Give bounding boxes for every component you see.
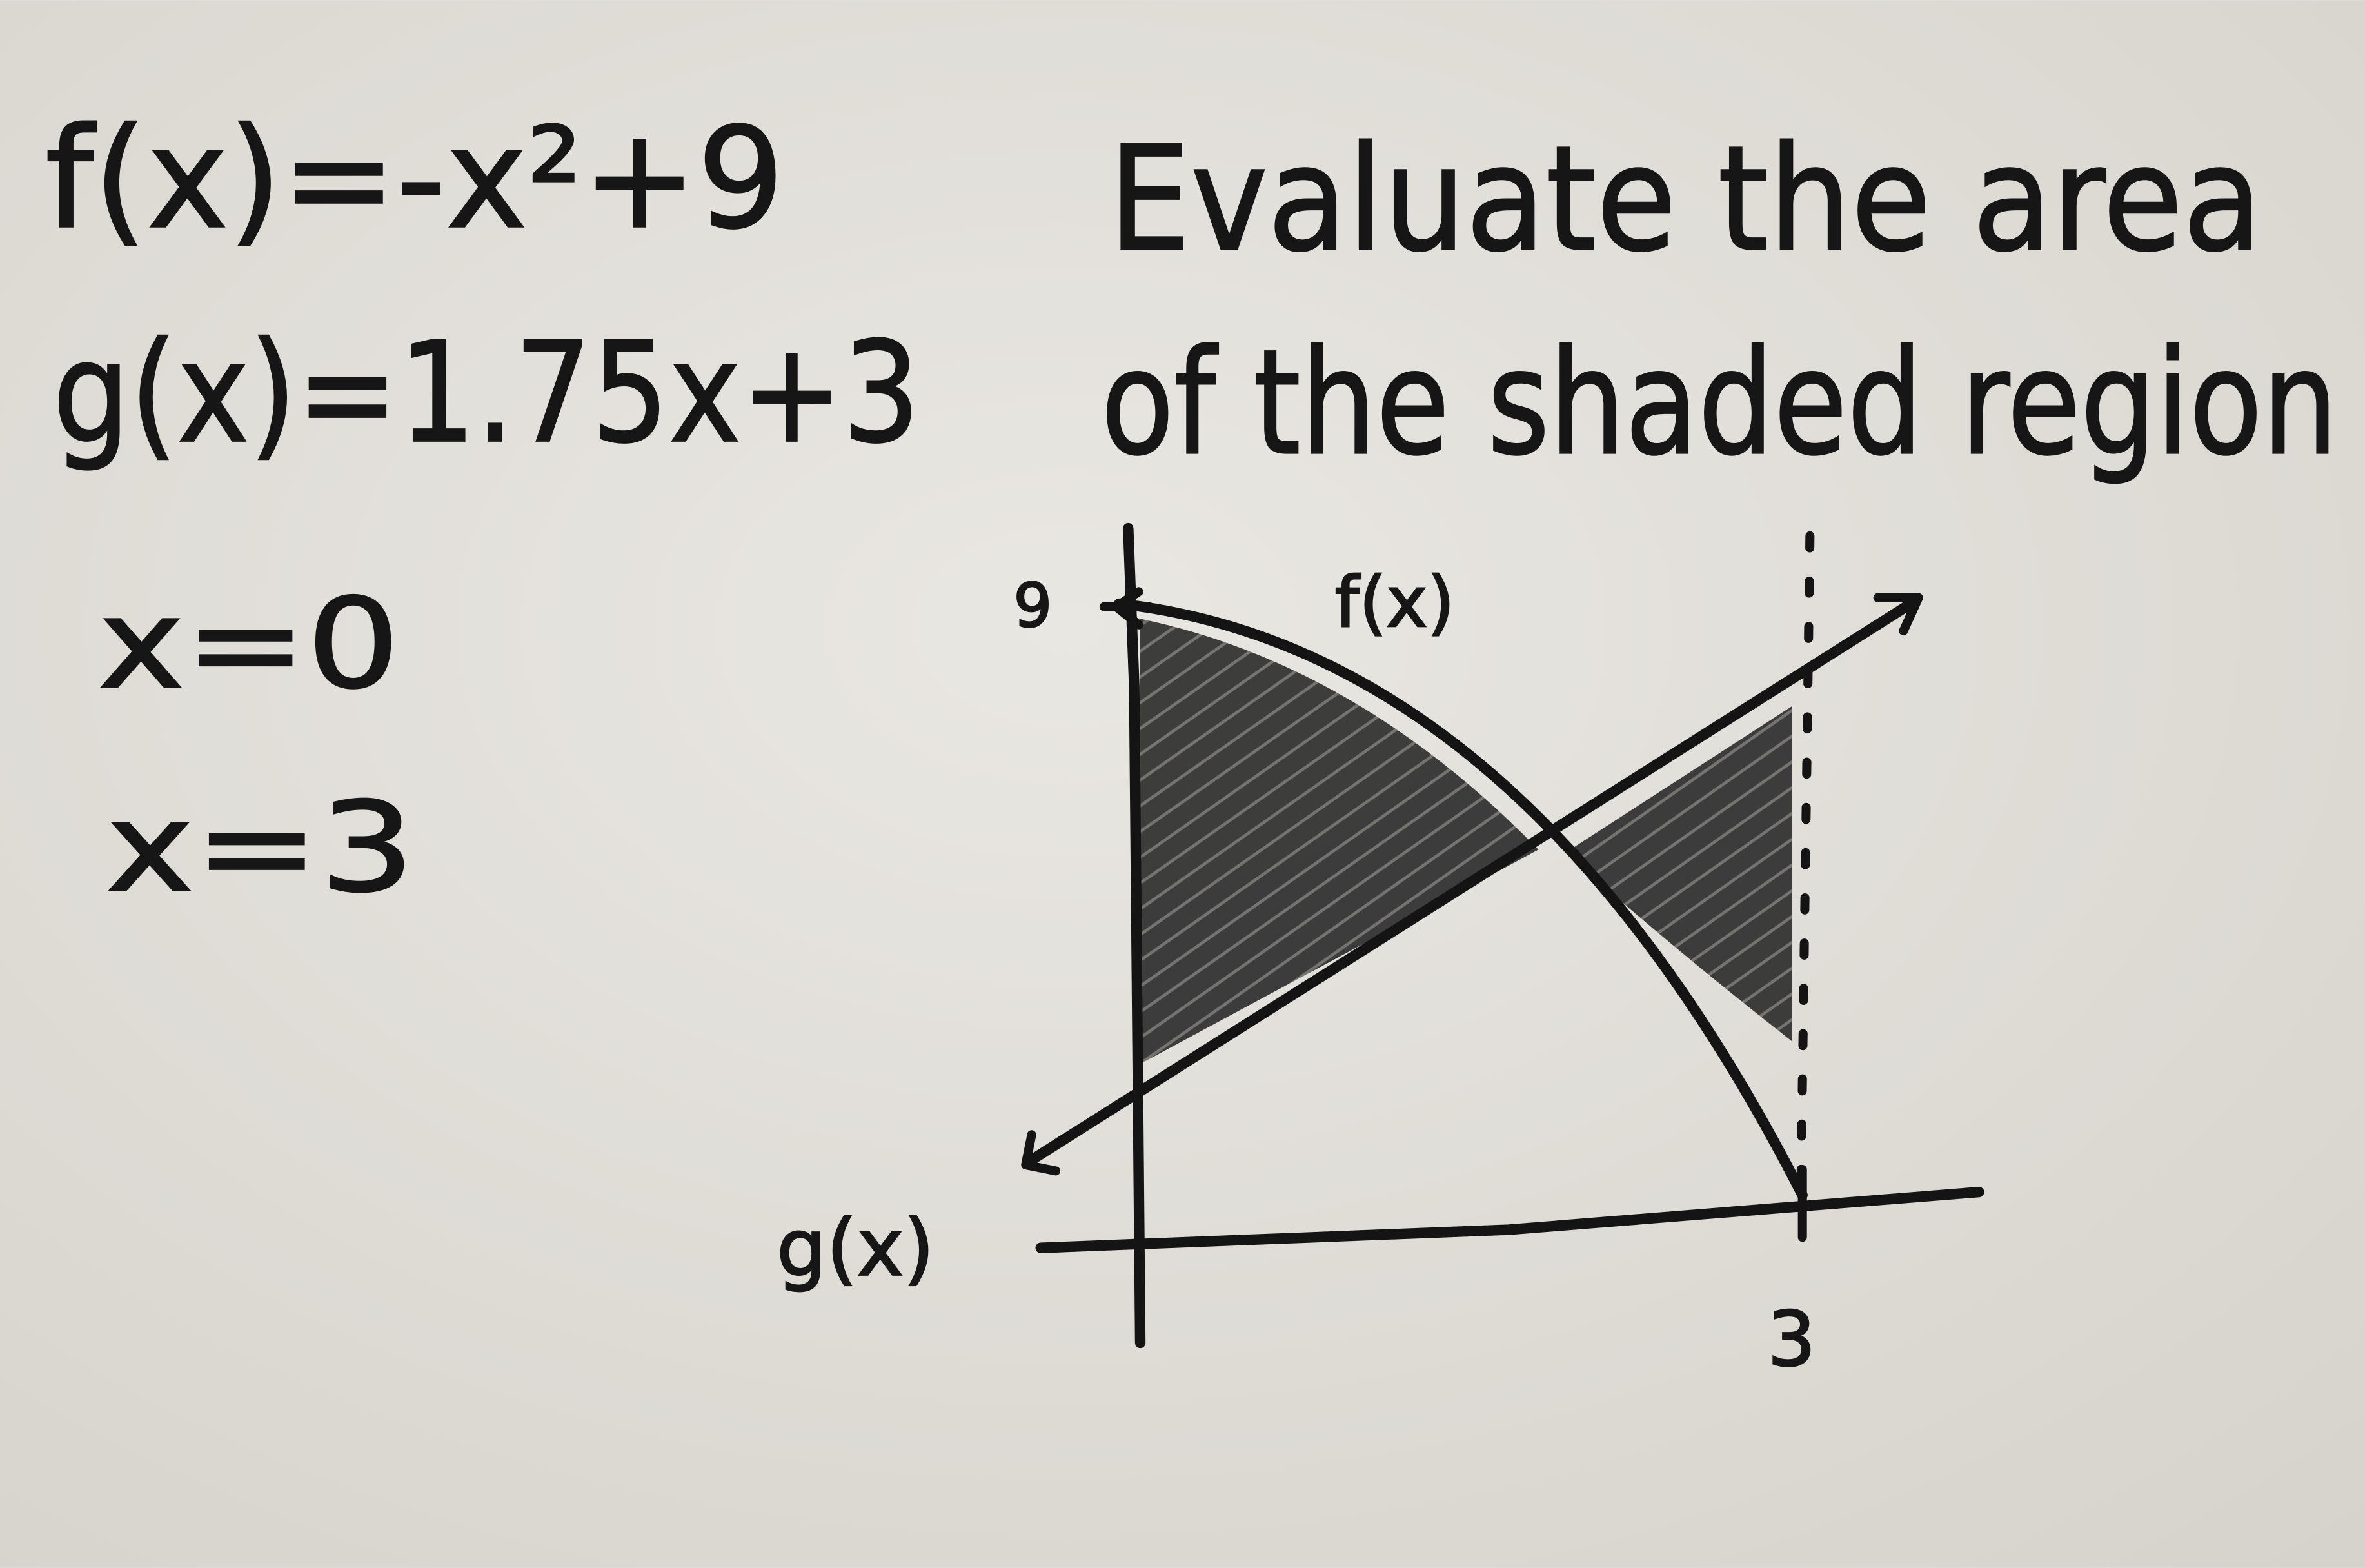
arrowhead	[1021, 1130, 1061, 1176]
prompt-line: Evaluate the area	[1109, 115, 2262, 283]
shaded-region	[1140, 619, 1539, 1064]
x-tick-label: 3	[1768, 1295, 1816, 1384]
y-axis	[1123, 522, 1146, 1349]
equation: x=3	[106, 776, 415, 920]
equation: x=0	[98, 573, 400, 717]
equation: g(x)=1.75x+3	[53, 312, 920, 473]
curve-label: g(x)	[777, 1202, 934, 1294]
x-axis	[1035, 1186, 1984, 1253]
boundary-dotted	[1796, 531, 1815, 1197]
y-tick-label: 9	[1014, 571, 1053, 641]
equation: f(x)=-x²+9	[45, 97, 784, 259]
curve-label: f(x)	[1335, 562, 1454, 643]
g-line	[1023, 595, 1921, 1167]
arrowhead	[1111, 587, 1143, 630]
shaded-region	[1565, 706, 1792, 1042]
prompt-line: of the shaded region	[1101, 319, 2338, 487]
f-curve	[1114, 598, 1808, 1200]
arrowhead	[1873, 593, 1923, 636]
